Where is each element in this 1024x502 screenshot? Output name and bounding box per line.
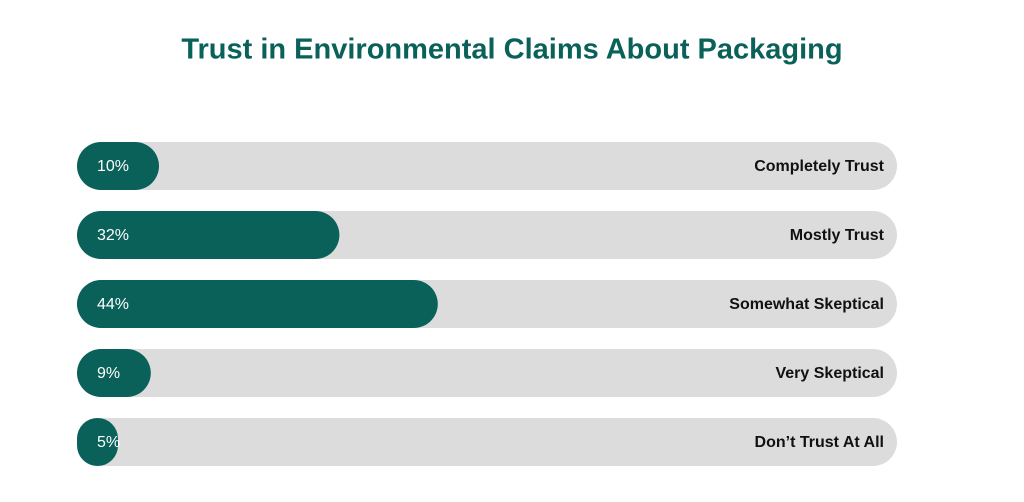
bar-track bbox=[77, 418, 897, 466]
category-label: Don’t Trust At All bbox=[755, 434, 884, 451]
bar bbox=[77, 418, 118, 466]
bar bbox=[77, 142, 159, 190]
value-label: 10% bbox=[97, 158, 129, 175]
value-label: 44% bbox=[97, 296, 129, 313]
value-label: 5% bbox=[97, 434, 120, 451]
category-label: Very Skeptical bbox=[775, 365, 884, 382]
value-label: 9% bbox=[97, 365, 120, 382]
category-label: Mostly Trust bbox=[790, 227, 885, 244]
category-label: Completely Trust bbox=[754, 158, 884, 175]
chart-title: Trust in Environmental Claims About Pack… bbox=[181, 34, 842, 66]
bar bbox=[77, 211, 340, 259]
bar bbox=[77, 349, 151, 397]
category-label: Somewhat Skeptical bbox=[729, 296, 884, 313]
value-label: 32% bbox=[97, 227, 129, 244]
bar bbox=[77, 280, 438, 328]
bar-track bbox=[77, 142, 897, 190]
bar-track bbox=[77, 349, 897, 397]
